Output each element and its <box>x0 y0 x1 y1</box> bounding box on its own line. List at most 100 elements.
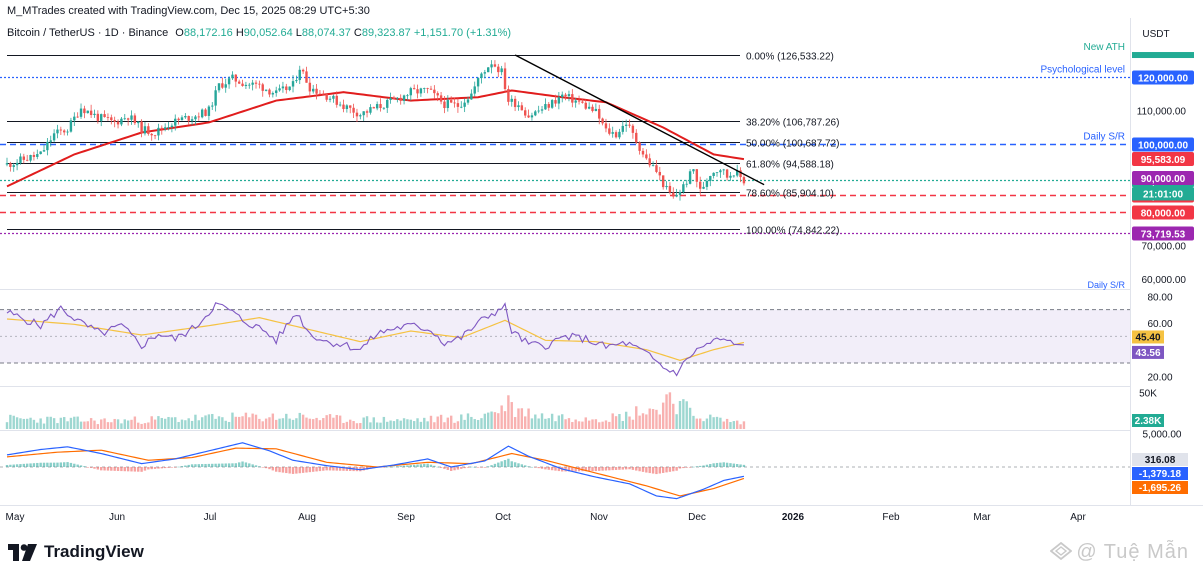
macd-histogram-bar <box>416 464 419 467</box>
volume-bar <box>449 415 453 429</box>
candle-body <box>537 110 540 112</box>
macd-histogram-bar <box>386 466 389 468</box>
candle-body <box>695 169 699 182</box>
candle-body <box>702 186 705 189</box>
volume-bar <box>271 413 275 429</box>
candle-body <box>386 99 389 108</box>
volume-bar <box>520 408 524 429</box>
macd-histogram-bar <box>460 467 463 469</box>
macd-histogram-bar <box>709 464 712 467</box>
volume-bar <box>695 418 699 429</box>
tradingview-logo[interactable]: TradingView <box>8 542 144 562</box>
macd-histogram-bar <box>221 463 224 467</box>
volume-bar <box>231 412 234 429</box>
volume-bar <box>736 420 739 429</box>
macd-histogram-bar <box>217 463 221 467</box>
macd-histogram-bar <box>295 467 298 474</box>
level-tag-label: 80,000.00 <box>1141 209 1186 220</box>
candle-body <box>510 98 513 102</box>
volume-bar <box>150 416 153 429</box>
macd-histogram-bar <box>25 463 29 467</box>
volume-bar <box>25 418 29 429</box>
candle-body <box>638 142 641 151</box>
volume-bar <box>291 419 295 429</box>
candle-body <box>399 97 402 101</box>
macd-histogram-bar <box>12 464 15 467</box>
candle-body <box>217 83 221 91</box>
candle-body <box>268 89 271 95</box>
candle-body <box>375 104 379 109</box>
macd-histogram-bar <box>736 464 739 467</box>
macd-histogram-bar <box>510 461 513 467</box>
volume-bar <box>567 418 571 429</box>
macd-histogram-bar <box>618 467 621 470</box>
volume-bar <box>648 408 651 429</box>
volume-bar <box>386 421 389 429</box>
volume-bar <box>325 415 328 429</box>
candle-body <box>83 108 86 114</box>
candle-body <box>688 171 692 184</box>
candle-body <box>446 100 450 109</box>
volume-bar <box>577 421 581 429</box>
macd-histogram-bar <box>301 467 305 473</box>
candle-body <box>389 98 392 100</box>
candle-body <box>739 170 742 178</box>
macd-histogram-bar <box>692 466 695 468</box>
macd-histogram-bar <box>688 467 692 468</box>
macd-histogram-bar <box>443 467 446 469</box>
volume-bar <box>157 416 160 429</box>
candle-body <box>433 89 436 94</box>
volume-bar <box>564 419 567 429</box>
macd-histogram-bar <box>46 462 49 467</box>
level-tag-bg <box>1132 205 1194 220</box>
volume-bar <box>73 416 76 429</box>
candle-body <box>500 68 503 73</box>
watermark: @ Tuệ Mẫn <box>1049 541 1189 564</box>
volume-bar <box>513 417 517 429</box>
macd-histogram-bar <box>281 467 285 473</box>
candle-body <box>332 95 335 99</box>
volume-bar <box>594 419 598 429</box>
candle-body <box>655 165 658 172</box>
macd-histogram-bar <box>695 466 699 467</box>
time-tick-label: Dec <box>688 512 706 523</box>
candle-body <box>325 94 328 100</box>
candle-body <box>89 110 93 116</box>
macd-histogram-bar <box>285 467 288 474</box>
volume-bar <box>211 413 214 429</box>
candle-body <box>295 80 298 82</box>
symbol-title[interactable]: Bitcoin / TetherUS · 1D · Binance <box>7 27 169 39</box>
candle-body <box>540 109 544 111</box>
candle-body <box>483 72 487 74</box>
candle-body <box>197 116 201 118</box>
volume-bar <box>614 416 618 429</box>
macd-histogram-bar <box>638 467 641 472</box>
candle-body <box>120 118 123 125</box>
creator-line: M_MTrades created with TradingView.com, … <box>7 5 370 17</box>
volume-bar <box>729 422 732 429</box>
macd-histogram-bar <box>702 465 705 467</box>
macd-histogram-bar <box>42 462 46 467</box>
open-value: 88,172.16 <box>183 27 233 39</box>
volume-bar <box>332 417 335 429</box>
volume-bar <box>705 418 709 429</box>
macd-histogram-bar <box>211 463 214 467</box>
volume-bar <box>651 409 655 429</box>
candle-body <box>153 135 157 137</box>
candle-body <box>130 115 133 120</box>
volume-bar <box>251 413 254 429</box>
volume-bar <box>540 413 544 429</box>
time-tick-label: May <box>6 512 25 523</box>
macd-histogram-bar <box>214 463 217 467</box>
candle-body <box>685 183 688 185</box>
candle-body <box>651 165 655 166</box>
macd-histogram-bar <box>493 463 497 467</box>
candle-body <box>184 116 187 118</box>
macd-histogram-bar <box>153 467 157 469</box>
volume-bar <box>483 413 487 429</box>
candle-body <box>46 141 49 151</box>
candle-body <box>288 86 291 91</box>
volume-bar <box>100 419 103 429</box>
volume-bar <box>655 409 658 429</box>
